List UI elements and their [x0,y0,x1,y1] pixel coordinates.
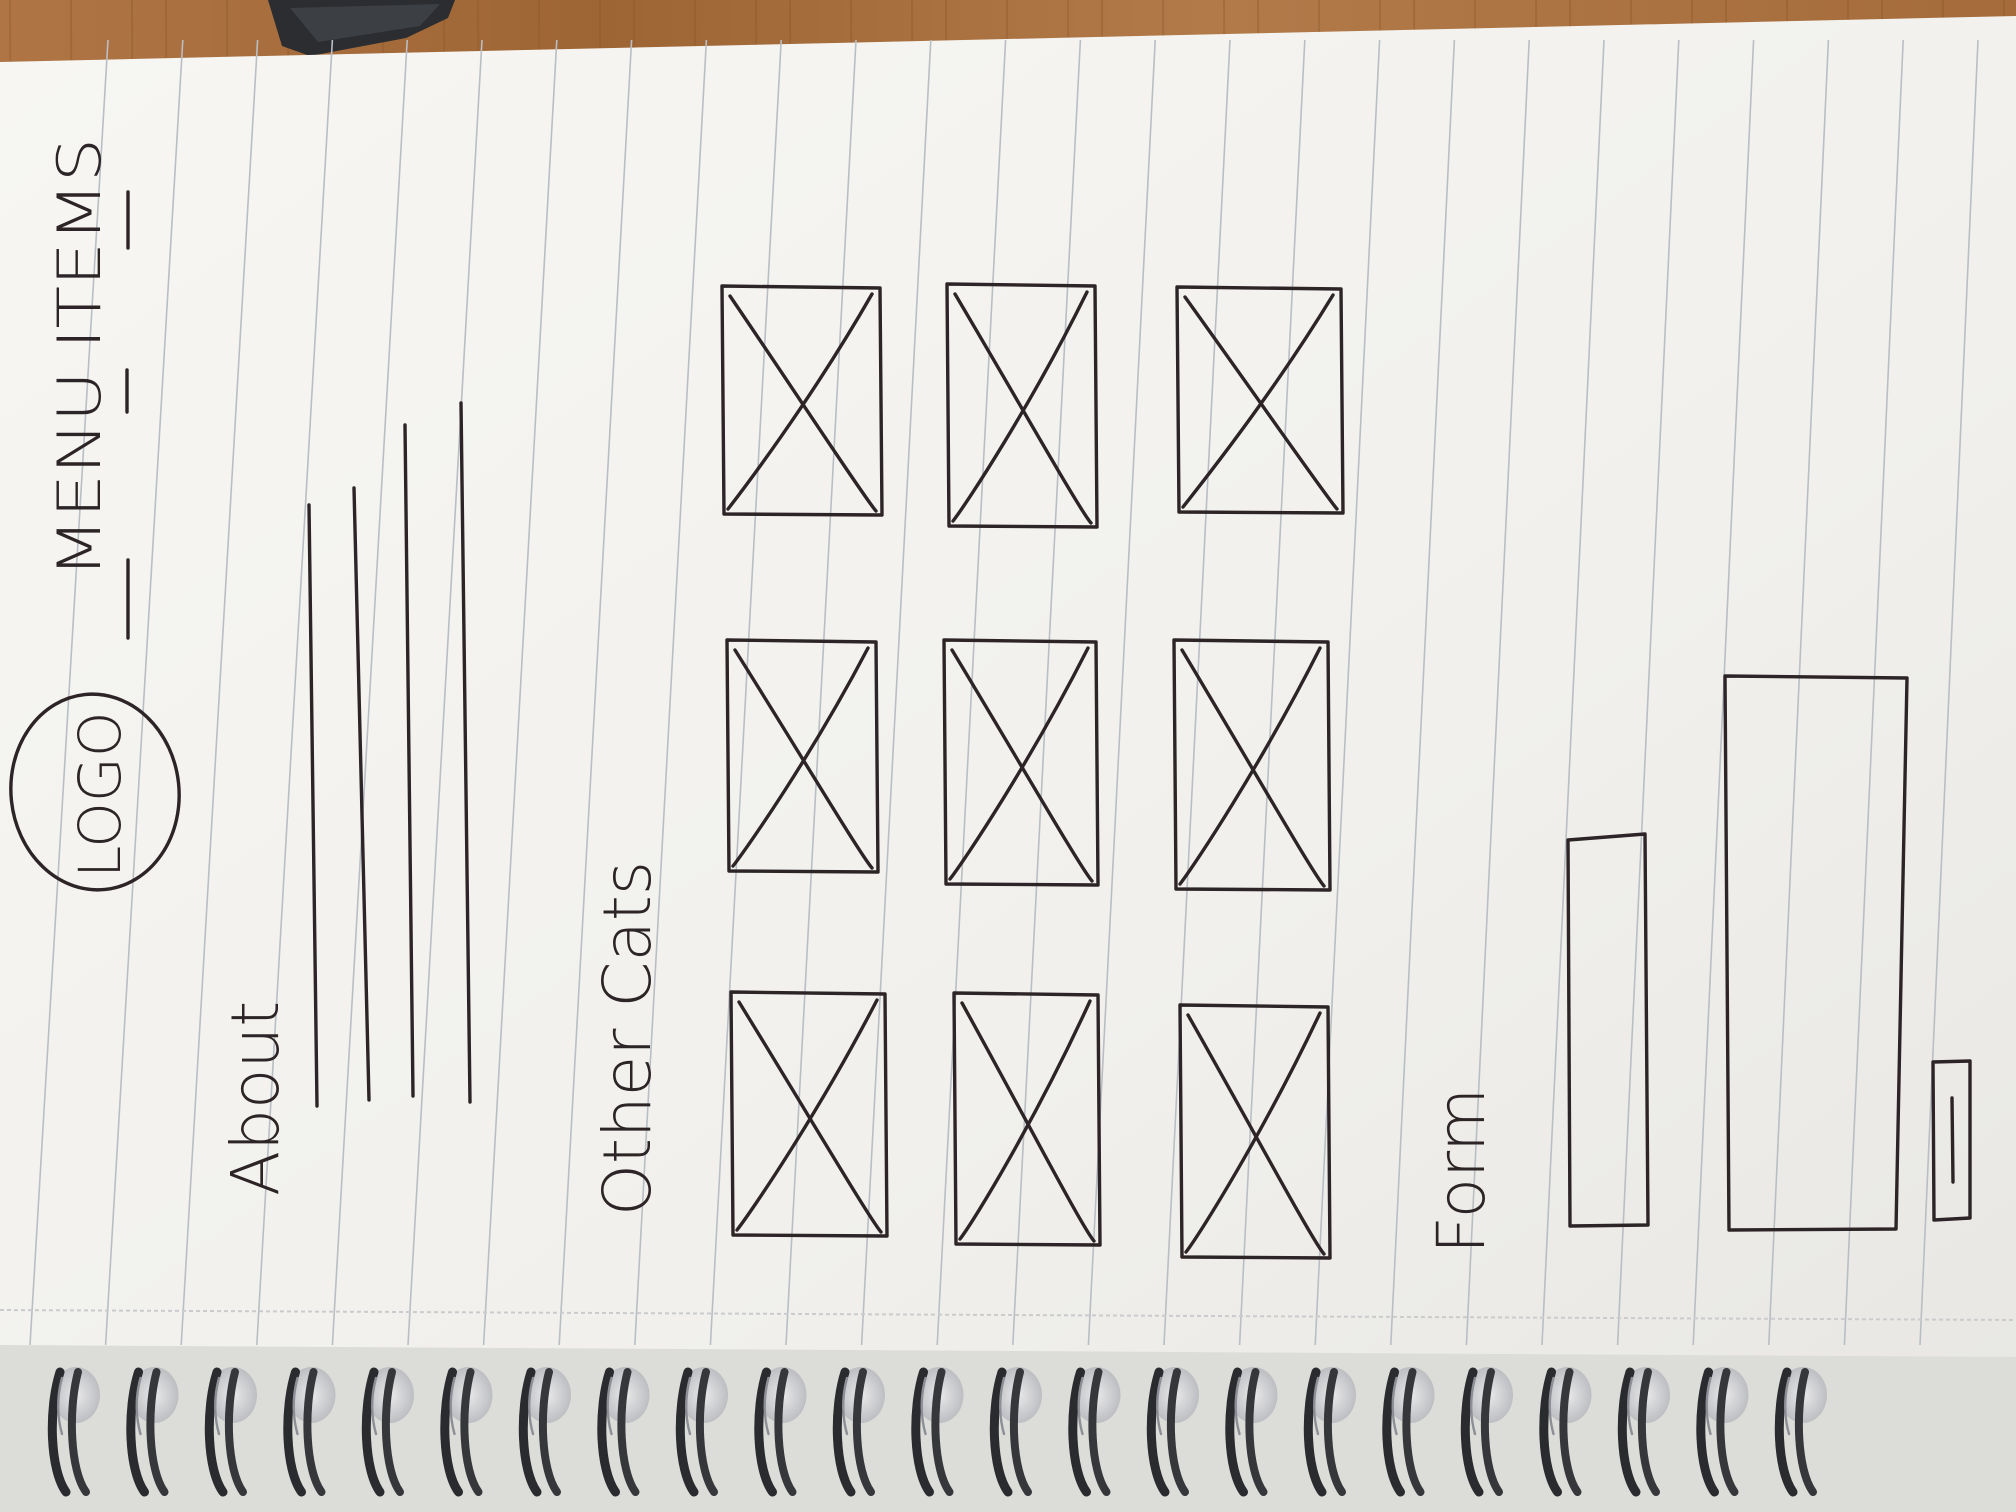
form-submit-button [1931,1059,1972,1222]
image-placeholder [1175,285,1345,515]
ruled-line [407,39,483,1346]
spiral-ring [1617,1367,1670,1497]
ruled-line [104,39,184,1346]
spiral-ring [1382,1367,1435,1497]
ruled-line [1314,39,1381,1346]
ruled-line [482,39,558,1346]
ruled-line [180,39,259,1346]
ruled-line [1692,39,1755,1346]
spiral-ring [754,1367,807,1497]
spiral-ring [1303,1367,1356,1497]
dark-object [268,0,455,56]
spiral-ring [47,1367,100,1497]
about-text-lines [307,401,472,1108]
image-placeholder [1172,638,1332,892]
ruled-line [1390,39,1456,1346]
ruled-line [1768,39,1830,1346]
ruled-line [709,39,782,1346]
ruled-line [1541,39,1605,1346]
ruled-line [256,39,334,1346]
notebook-page [0,16,2016,1512]
ruled-line [634,39,708,1346]
spiral-binding [47,1367,1827,1497]
spiral-ring [832,1367,885,1497]
menu-items: MENU ITEMS [45,138,130,640]
spiral-ring [361,1367,414,1497]
spiral-ring [597,1367,650,1497]
spiral-ring [1146,1367,1199,1497]
form-sketch [1566,674,1972,1232]
spiral-ring [440,1367,493,1497]
ruled-line [331,39,408,1346]
ruled-line [785,39,857,1346]
ruled-line [1919,39,1979,1346]
ruled-line [1163,39,1231,1346]
spiral-ring [1225,1367,1278,1497]
ruled-line [936,39,1007,1346]
spiral-ring [1696,1367,1749,1497]
ruled-line [29,39,109,1346]
image-placeholder [729,990,889,1238]
spiral-ring [1460,1367,1513,1497]
logo-label: LOGO [66,712,134,879]
image-placeholder [1178,1003,1332,1260]
form-heading: Form [1423,1088,1500,1254]
perforation-line [0,1309,2016,1321]
spiral-ring [518,1367,571,1497]
about-heading: About [217,1001,294,1196]
ruled-line [860,39,932,1346]
ruled-line [1616,39,1680,1346]
spiral-ring [1539,1367,1592,1497]
spiral-ring [1774,1367,1827,1497]
image-placeholder [952,991,1102,1247]
spiral-ring [989,1367,1042,1497]
form-submit-button-label [1950,1096,1955,1184]
image-placeholder [945,282,1099,529]
ruled-line [1843,39,1904,1346]
logo-circle: LOGO [9,692,181,892]
page-shadow [0,1345,2016,1512]
ruled-line [558,39,633,1346]
spiral-ring [911,1367,964,1497]
spiral-ring [204,1367,257,1497]
ruled-line [1012,39,1082,1346]
image-placeholder [725,638,880,874]
spiral-ring [283,1367,336,1497]
spiral-ring [1068,1367,1121,1497]
spiral-ring [675,1367,728,1497]
other-cats-heading: Other Cats [589,861,666,1216]
form-input-field [1566,832,1650,1228]
ruled-line [1465,39,1530,1346]
other-cats-image-grid [720,282,1345,1260]
form-textarea [1723,674,1909,1232]
spiral-ring [126,1367,179,1497]
image-placeholder [942,638,1100,887]
menu-label: MENU ITEMS [45,138,115,578]
image-placeholder [720,284,884,517]
